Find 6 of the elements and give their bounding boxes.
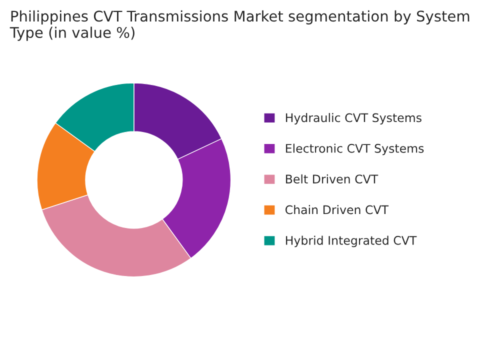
legend-label: Electronic CVT Systems — [286, 144, 424, 156]
chart-title: Philippines CVT Transmissions Market segmentation by System Type (in value %) — [10, 10, 470, 41]
legend-label: Hybrid Integrated CVT — [286, 236, 417, 248]
legend-label: Belt Driven CVT — [286, 174, 378, 184]
legend-label: Chain Driven CVT — [285, 205, 389, 214]
legend-label: Hydraulic CVT Systems — [286, 113, 422, 124]
